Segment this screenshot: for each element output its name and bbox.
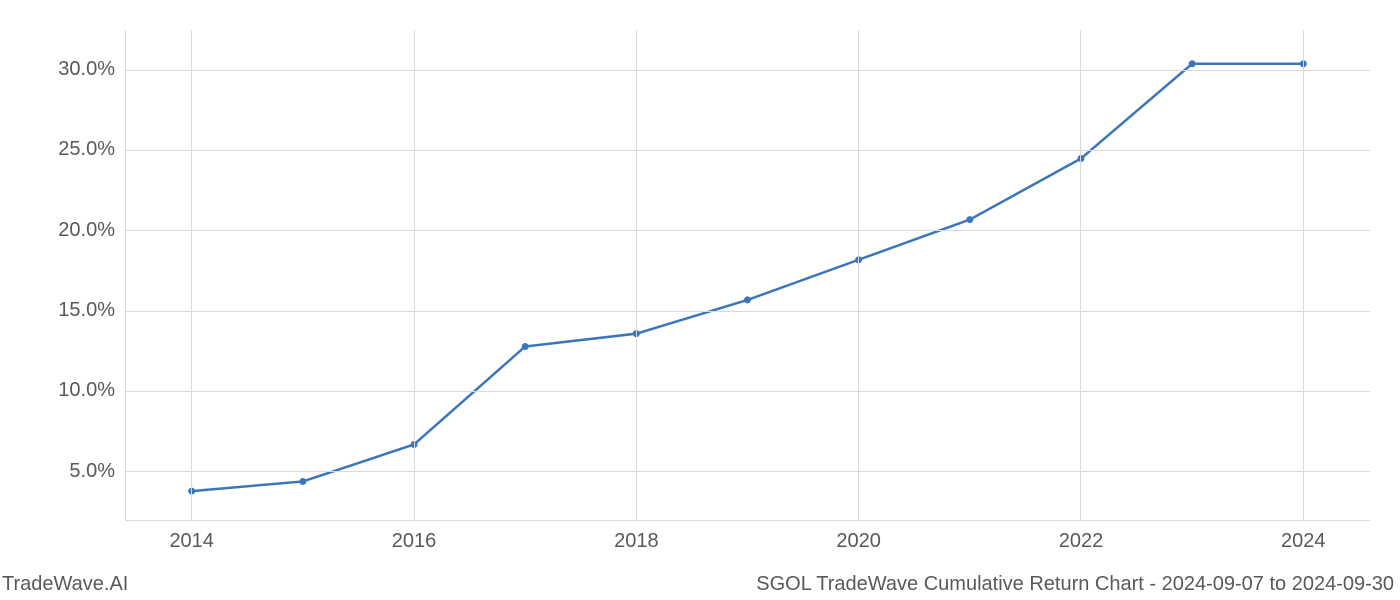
grid-vline bbox=[636, 30, 637, 520]
x-tick-label: 2020 bbox=[829, 530, 889, 553]
y-axis-spine bbox=[125, 30, 126, 520]
grid-hline bbox=[125, 230, 1370, 231]
x-tick-label: 2018 bbox=[606, 530, 666, 553]
data-point-marker bbox=[744, 296, 751, 303]
line-series-svg bbox=[0, 0, 1400, 600]
x-tick-label: 2014 bbox=[162, 530, 222, 553]
x-tick-label: 2022 bbox=[1051, 530, 1111, 553]
chart-container: TradeWave.AI SGOL TradeWave Cumulative R… bbox=[0, 0, 1400, 600]
x-tick-label: 2024 bbox=[1273, 530, 1333, 553]
data-point-marker bbox=[966, 216, 973, 223]
data-point-marker bbox=[1189, 60, 1196, 67]
grid-vline bbox=[191, 30, 192, 520]
y-tick-label: 15.0% bbox=[35, 299, 115, 322]
line-series bbox=[192, 64, 1304, 491]
footer-left-label: TradeWave.AI bbox=[2, 573, 128, 596]
y-tick-label: 5.0% bbox=[35, 460, 115, 483]
footer-right-label: SGOL TradeWave Cumulative Return Chart -… bbox=[756, 573, 1394, 596]
grid-hline bbox=[125, 391, 1370, 392]
grid-vline bbox=[414, 30, 415, 520]
grid-hline bbox=[125, 311, 1370, 312]
y-tick-label: 25.0% bbox=[35, 138, 115, 161]
x-axis-spine bbox=[125, 520, 1370, 521]
data-point-marker bbox=[299, 478, 306, 485]
grid-vline bbox=[858, 30, 859, 520]
data-point-marker bbox=[522, 343, 529, 350]
grid-vline bbox=[1303, 30, 1304, 520]
x-tick-label: 2016 bbox=[384, 530, 444, 553]
y-tick-label: 20.0% bbox=[35, 219, 115, 242]
grid-hline bbox=[125, 150, 1370, 151]
grid-hline bbox=[125, 70, 1370, 71]
grid-hline bbox=[125, 471, 1370, 472]
grid-vline bbox=[1080, 30, 1081, 520]
y-tick-label: 30.0% bbox=[35, 58, 115, 81]
y-tick-label: 10.0% bbox=[35, 379, 115, 402]
